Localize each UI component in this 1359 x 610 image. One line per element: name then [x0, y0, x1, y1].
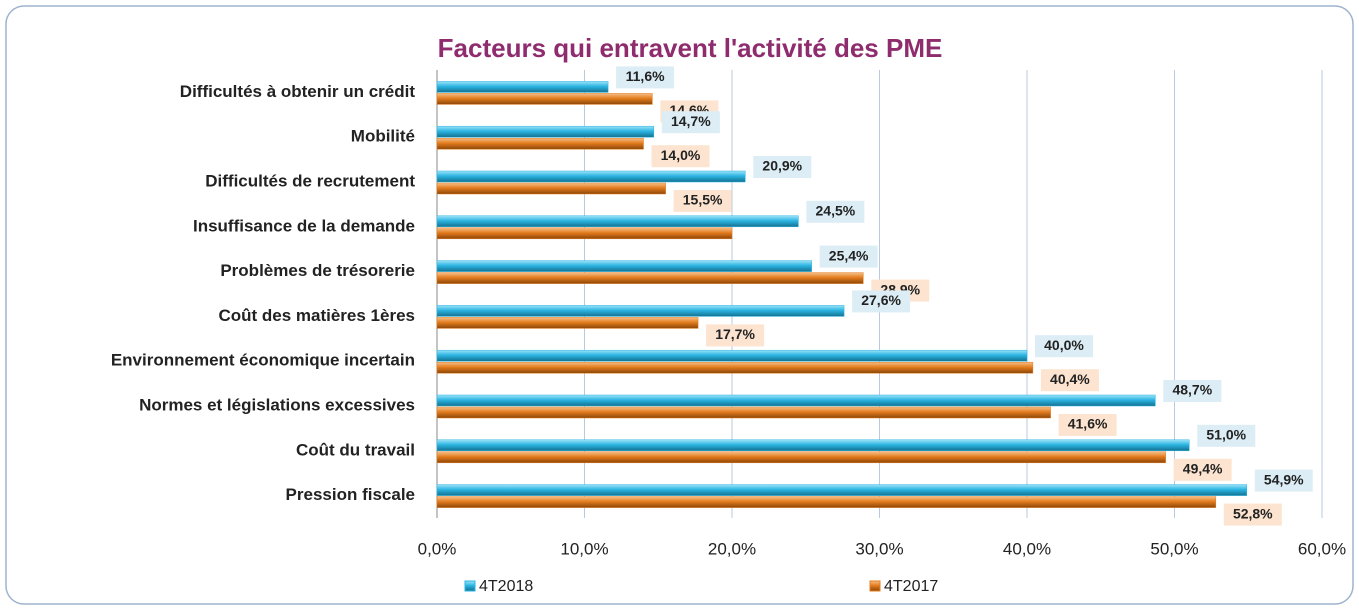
y-tick-label: Pression fiscale — [286, 485, 415, 504]
label-bg — [1197, 424, 1256, 447]
y-tick-label: Normes et législations excessives — [139, 395, 415, 414]
bar — [436, 93, 653, 105]
label-bg — [1163, 380, 1222, 402]
bar — [436, 272, 864, 284]
data-label: 27,6% — [861, 292, 901, 308]
label-bg — [1040, 369, 1099, 392]
legend-label: 4T2018 — [479, 578, 533, 595]
label-bg — [806, 200, 865, 223]
data-label: 14,7% — [671, 113, 711, 129]
y-tick-label: Difficultés à obtenir un crédit — [180, 82, 416, 101]
data-label: 20,9% — [762, 158, 802, 174]
data-label: 40,4% — [1050, 371, 1090, 387]
label-bg — [1223, 503, 1282, 526]
label-bg — [616, 66, 675, 89]
y-tick-label: Problèmes de trésorerie — [220, 261, 415, 280]
y-tick-label: Difficultés de recrutement — [205, 171, 415, 190]
x-tick-label: 50,0% — [1150, 539, 1198, 558]
data-label: 41,6% — [1068, 416, 1108, 432]
x-tick-label: 20,0% — [708, 539, 756, 558]
data-label: 51,0% — [1206, 427, 1246, 443]
bar — [436, 394, 1156, 407]
chart-title: Facteurs qui entravent l'activité des PM… — [438, 33, 943, 63]
bar — [436, 305, 845, 317]
bar — [436, 361, 1034, 374]
label-bg — [819, 245, 878, 268]
y-tick-label: Coût du travail — [296, 440, 415, 459]
label-bg — [661, 111, 720, 134]
label-bg — [1173, 458, 1232, 481]
label-bg — [753, 156, 812, 178]
bar — [436, 317, 699, 329]
x-tick-label: 10,0% — [560, 539, 608, 558]
bar — [436, 125, 655, 138]
legend-swatch — [464, 580, 476, 592]
data-label: 14,0% — [661, 147, 701, 163]
bar — [436, 215, 799, 228]
y-tick-label: Coût des matières 1ères — [218, 306, 415, 325]
data-label: 15,5% — [683, 192, 723, 208]
bar — [436, 170, 746, 183]
label-bg — [1058, 414, 1117, 436]
data-label: 11,6% — [626, 68, 665, 84]
x-tick-label: 0,0% — [418, 539, 457, 558]
y-tick-label: Environnement économique incertain — [111, 351, 415, 370]
label-bg — [852, 290, 911, 313]
data-label: 54,9% — [1264, 471, 1304, 487]
y-tick-label: Mobilité — [351, 127, 415, 146]
bar — [436, 182, 666, 195]
bar — [436, 260, 812, 272]
bar — [436, 439, 1190, 452]
data-label: 24,5% — [816, 203, 856, 219]
label-bg — [706, 324, 765, 347]
label-bg — [673, 190, 732, 212]
bar — [436, 227, 733, 240]
data-label: 25,4% — [829, 247, 869, 263]
legend-label: 4T2017 — [884, 578, 938, 595]
bar — [436, 484, 1248, 496]
x-tick-label: 60,0% — [1298, 539, 1346, 558]
bar — [436, 81, 609, 93]
bar — [436, 406, 1051, 419]
x-tick-label: 40,0% — [1003, 539, 1051, 558]
bar — [436, 349, 1028, 362]
data-label: 49,4% — [1183, 461, 1223, 477]
x-tick-label: 30,0% — [855, 539, 903, 558]
data-label: 17,7% — [715, 326, 755, 342]
data-label: 52,8% — [1233, 505, 1273, 521]
label-bg — [1254, 469, 1313, 492]
bar — [436, 451, 1166, 464]
y-tick-label: Insuffisance de la demande — [193, 216, 415, 235]
bar — [436, 496, 1217, 508]
data-label: 48,7% — [1172, 382, 1212, 398]
label-bg — [651, 145, 710, 168]
data-label: 40,0% — [1044, 337, 1084, 353]
bar — [436, 137, 644, 150]
legend-swatch — [869, 580, 881, 592]
label-bg — [1035, 335, 1093, 358]
